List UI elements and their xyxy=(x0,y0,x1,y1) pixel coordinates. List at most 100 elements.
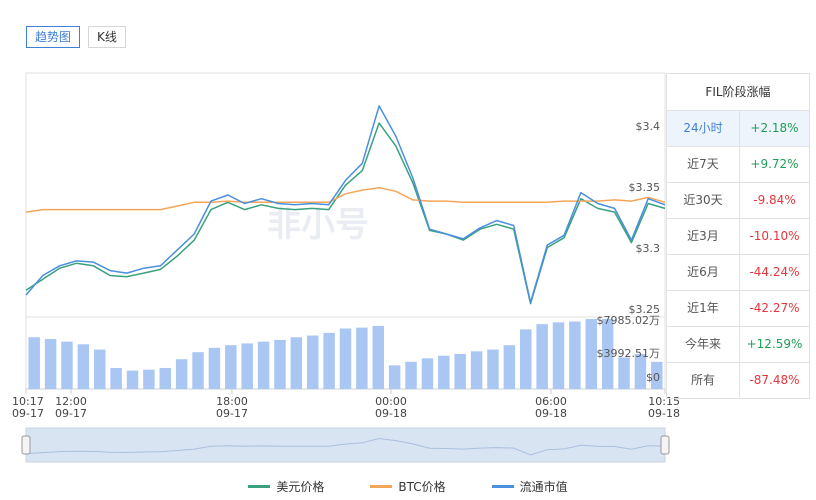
period-row-24h[interactable]: 24小时 +2.18% xyxy=(667,111,809,147)
volume-tick-label: $7985.02万 xyxy=(597,314,661,327)
volume-bar xyxy=(634,353,647,389)
volume-bar xyxy=(651,361,663,389)
volume-bar xyxy=(225,345,237,389)
volume-bar xyxy=(421,358,434,389)
volume-bar xyxy=(93,349,106,389)
volume-bar xyxy=(487,349,499,389)
volume-bar xyxy=(536,324,548,389)
volume-bar xyxy=(44,339,57,389)
legend-label: BTC价格 xyxy=(398,480,446,494)
volume-tick-label: $0 xyxy=(646,371,660,384)
period-change: +2.18% xyxy=(740,111,809,146)
period-change: +9.72% xyxy=(750,157,799,171)
volume-bar xyxy=(175,359,188,389)
period-row-3m[interactable]: 近3月 -10.10% xyxy=(667,219,809,255)
x-tick-time: 18:00 xyxy=(216,395,248,408)
volume-bar xyxy=(192,352,204,389)
legend-item-mcap[interactable]: 流通市值 xyxy=(491,478,568,495)
y-tick-label: $3.3 xyxy=(636,242,661,255)
side-panel-title: FIL阶段涨幅 xyxy=(667,74,809,111)
volume-bar xyxy=(503,345,516,389)
period-label: 24小时 xyxy=(667,111,740,146)
period-row-ytd[interactable]: 今年来 +12.59% xyxy=(667,327,809,363)
period-row-1y[interactable]: 近1年 -42.27% xyxy=(667,291,809,327)
volume-bar xyxy=(143,369,155,389)
period-change: -44.24% xyxy=(749,265,800,279)
period-row-30d[interactable]: 近30天 -9.84% xyxy=(667,183,809,219)
x-tick-date: 09-17 xyxy=(12,407,44,420)
x-tick-date: 09-17 xyxy=(216,407,248,420)
y-tick-label: $3.35 xyxy=(629,181,661,194)
volume-bar xyxy=(552,322,565,389)
period-change: -42.27% xyxy=(749,301,800,315)
volume-bar xyxy=(470,351,483,389)
volume-bar xyxy=(61,341,73,389)
period-change: -10.10% xyxy=(749,229,800,243)
x-tick-time: 06:00 xyxy=(535,395,567,408)
volume-bar xyxy=(159,367,172,389)
chart-tabs: 趋势图 K线 xyxy=(26,26,126,48)
navigator-line xyxy=(25,437,666,456)
volume-tick-label: $3992.51万 xyxy=(597,347,661,360)
tab-kline[interactable]: K线 xyxy=(88,26,126,48)
period-row-all[interactable]: 所有 -87.48% xyxy=(667,363,809,399)
volume-bar xyxy=(290,337,303,389)
period-label: 近30天 xyxy=(667,183,740,218)
period-change: +12.59% xyxy=(746,337,803,351)
watermark: 非小号 xyxy=(267,205,369,245)
volume-bar xyxy=(241,343,253,389)
volume-bar xyxy=(208,347,221,389)
period-change: -9.84% xyxy=(753,193,796,207)
volume-bar xyxy=(126,370,139,389)
volume-bar xyxy=(405,361,417,389)
volume-bar xyxy=(569,321,581,389)
x-tick-time: 10:17 xyxy=(12,395,44,408)
volume-bar xyxy=(323,332,335,389)
volume-bar xyxy=(274,339,286,389)
volume-bar xyxy=(257,341,270,389)
volume-bar xyxy=(618,357,630,389)
volume-bar xyxy=(438,355,450,389)
y-tick-label: $3.25 xyxy=(629,303,661,316)
period-label: 近6月 xyxy=(667,255,740,290)
chart-legend: 美元价格 BTC价格 流通市值 xyxy=(0,478,816,495)
btc-price-line xyxy=(25,186,666,213)
volume-bar xyxy=(601,319,614,389)
legend-swatch xyxy=(370,485,393,488)
legend-label: 美元价格 xyxy=(276,480,325,494)
period-label: 今年来 xyxy=(667,327,740,362)
volume-bar xyxy=(519,329,532,389)
period-label: 近3月 xyxy=(667,219,740,254)
legend-item-btc[interactable]: BTC价格 xyxy=(370,478,446,495)
legend-label: 流通市值 xyxy=(519,480,568,494)
volume-bar xyxy=(306,335,319,389)
volume-bar xyxy=(356,327,368,389)
x-tick-time: 00:00 xyxy=(375,395,407,408)
navigator-handle-right[interactable] xyxy=(660,435,670,455)
period-change: -87.48% xyxy=(749,373,800,387)
x-tick-date: 09-18 xyxy=(535,407,567,420)
period-label: 近7天 xyxy=(667,147,740,182)
x-tick-date: 09-18 xyxy=(648,407,680,420)
period-label: 所有 xyxy=(667,363,740,398)
volume-bar xyxy=(585,319,598,389)
legend-item-usd[interactable]: 美元价格 xyxy=(248,478,324,495)
volume-bar xyxy=(339,328,352,389)
market-cap-line xyxy=(25,105,666,304)
period-row-6m[interactable]: 近6月 -44.24% xyxy=(667,255,809,291)
legend-swatch xyxy=(491,485,514,488)
x-tick-time: 12:00 xyxy=(55,395,87,408)
volume-bar xyxy=(28,337,40,389)
navigator-handle-left[interactable] xyxy=(21,435,31,455)
volume-bar xyxy=(372,325,385,389)
volume-bar xyxy=(388,365,401,389)
x-tick-date: 09-18 xyxy=(375,407,407,420)
tab-trend[interactable]: 趋势图 xyxy=(26,26,81,48)
navigator-track xyxy=(25,427,666,463)
fil-period-change-panel: FIL阶段涨幅 24小时 +2.18% 近7天 +9.72% 近30天 -9.84% … xyxy=(666,73,810,399)
volume-bar xyxy=(110,367,122,389)
volume-bar xyxy=(77,344,90,389)
usd-price-line xyxy=(25,122,666,305)
period-row-7d[interactable]: 近7天 +9.72% xyxy=(667,147,809,183)
